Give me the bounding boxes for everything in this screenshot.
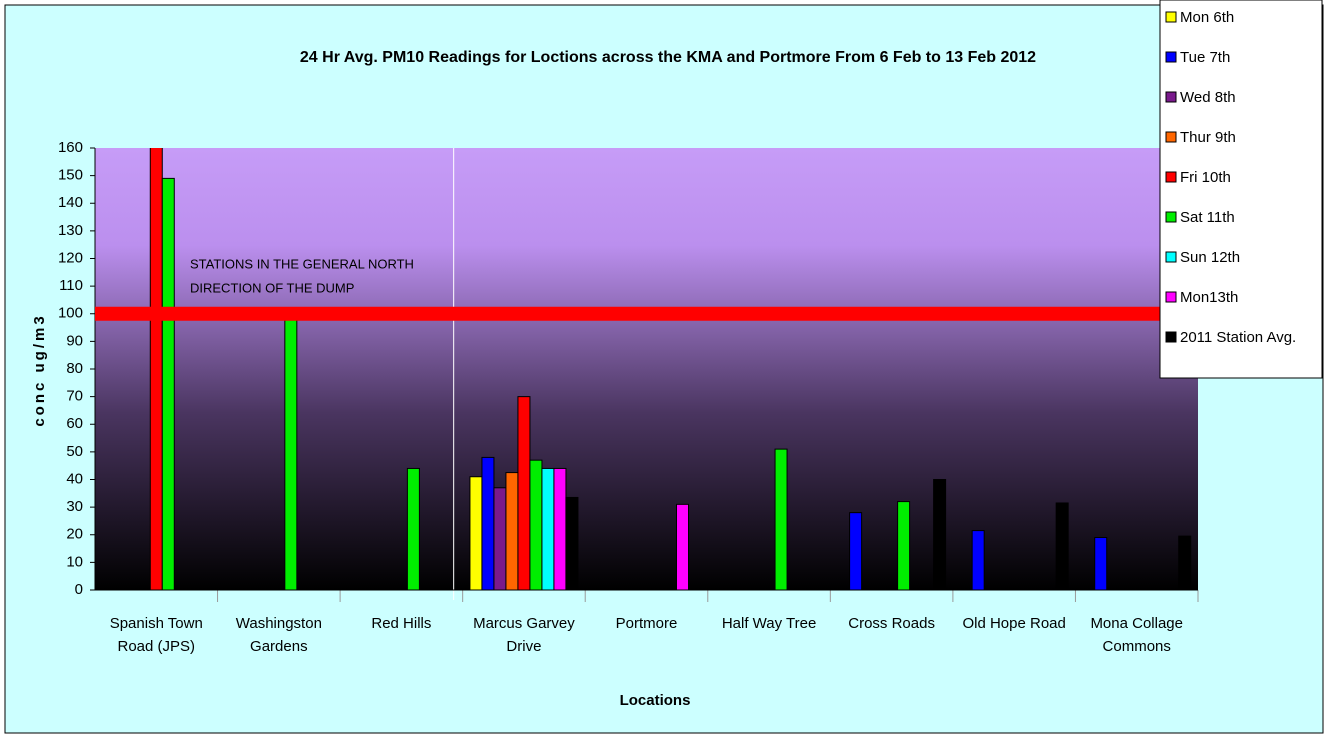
x-axis-title: Locations [620,692,691,709]
x-tick-label: Portmore [616,615,678,632]
bar [406,467,420,590]
legend-label: Sat 11th [1180,209,1235,226]
bar [481,456,495,590]
y-tick-label: 140 [58,194,83,211]
legend-swatch [1165,171,1177,183]
annotation: STATIONS IN THE GENERAL NORTH [190,256,414,271]
legend-swatch [1165,291,1177,303]
y-tick-label: 110 [59,277,83,294]
bar [774,448,788,590]
y-tick-label: 20 [66,526,83,543]
legend-label: Mon 6th [1180,9,1234,26]
y-tick-label: 90 [66,332,83,349]
bar [553,467,567,590]
y-tick-label: 120 [58,249,83,266]
y-tick-label: 80 [66,360,83,377]
bar [849,512,863,590]
y-tick-label: 50 [66,443,83,460]
legend-swatch [1165,91,1177,103]
chart-title: 24 Hr Avg. PM10 Readings for Loctions ac… [300,49,1036,66]
legend-label: Thur 9th [1180,129,1236,146]
bar [469,476,483,590]
x-tick-label: Marcus Garvey Drive [473,615,575,655]
y-tick-label: 40 [66,470,83,487]
y-tick-label: 0 [75,581,83,598]
legend-swatch [1165,251,1177,263]
x-tick-label: Mona Collage Commons [1090,615,1183,655]
bars [149,148,1192,590]
x-tick-label: Washingston Gardens [236,615,322,655]
x-tick-label: Old Hope Road [962,615,1065,632]
bar [541,467,555,590]
bar [676,503,689,590]
y-axis-title: conc ug/m3 [31,313,48,426]
bar [1055,502,1069,590]
bar [149,148,163,590]
legend-label: Fri 10th [1180,169,1231,186]
legend-label: Tue 7th [1180,49,1230,66]
bar [517,396,531,590]
bar [933,479,947,590]
legend-label: Sun 12th [1180,249,1240,266]
legend-swatch [1165,11,1177,23]
y-tick-label: 10 [66,553,83,570]
legend-label: Mon13th [1180,289,1238,306]
legend-label: 2011 Station Avg. [1180,329,1296,346]
legend-swatch [1165,131,1177,143]
legend-swatch [1165,51,1177,63]
legend-swatch [1165,331,1177,343]
y-tick-label: 70 [66,388,83,405]
annotation: DIRECTION OF THE DUMP [190,280,354,295]
y-tick-label: 30 [66,498,83,515]
bar [1178,535,1192,590]
y-tick-label: 130 [58,222,83,239]
x-tick-label: Red Hills [371,615,431,632]
bar [897,501,911,590]
bar [505,472,519,590]
y-tick-label: 60 [66,415,83,432]
legend-label: Wed 8th [1180,89,1236,106]
bar [565,496,579,590]
bar [1094,537,1108,590]
bar [284,318,298,590]
bar [529,459,543,590]
bar [971,530,985,590]
y-tick-label: 150 [58,167,83,184]
x-tick-label: Spanish Town Road (JPS) [110,615,203,655]
y-tick-label: 160 [58,139,83,156]
legend-swatch [1165,211,1177,223]
bar [493,487,507,590]
x-tick-label: Half Way Tree [722,615,816,632]
x-tick-label: Cross Roads [848,615,935,632]
legend-box [1159,0,1323,379]
y-tick-label: 100 [58,305,83,322]
plot-area [95,148,1198,590]
bar [161,177,175,590]
